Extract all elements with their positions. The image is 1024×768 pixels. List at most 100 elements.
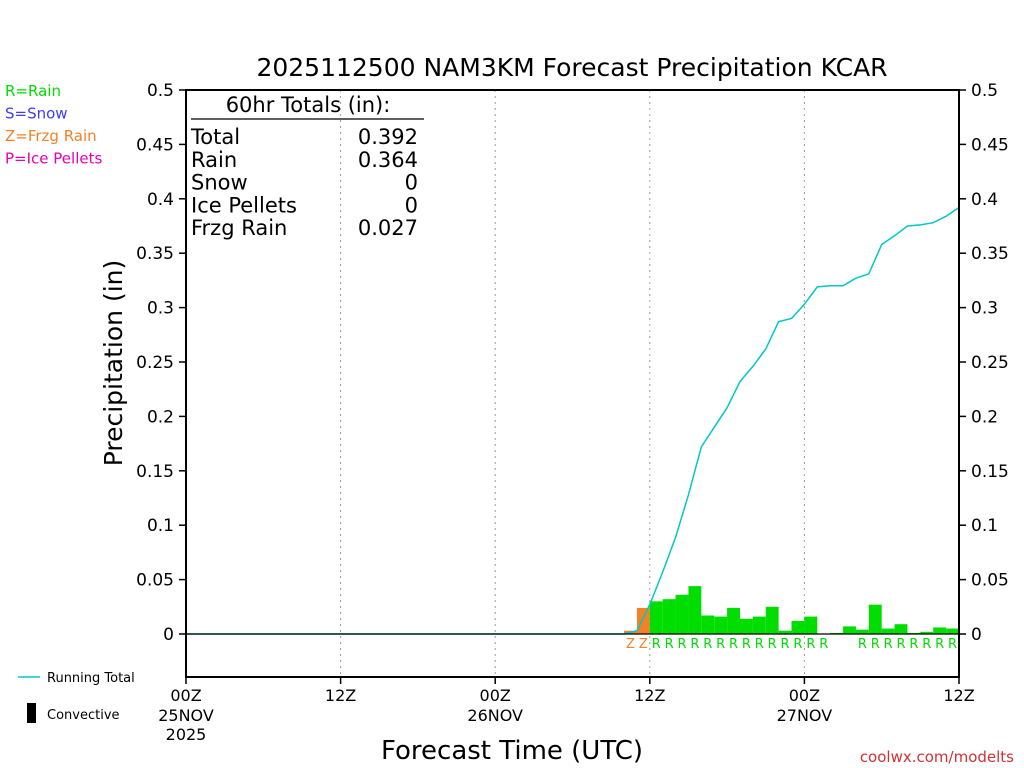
totals-value: 0.364 [358,148,418,172]
plot-frame [185,89,960,678]
x-tick-label-date: 26NOV [467,706,523,725]
type-label-hour-56: R [897,637,906,652]
precip-bar-hour-55 [881,628,895,634]
precip-bar-hour-39 [675,594,689,634]
y-tick-label-right: 0.4 [971,190,998,210]
totals-value: 0 [405,193,418,217]
precip-bar-hour-54 [868,604,882,634]
precip-bar-hour-37 [649,601,663,634]
type-label-hour-48: R [793,637,802,652]
totals-label: Snow [191,171,248,195]
precip-bar-hour-45 [752,616,766,634]
y-tick-label-left: 0.5 [147,81,174,101]
y-axis-ticks: 0 00.05 0.050.1 0.10.15 0.150.2 0.20.25 0.250.… [136,81,1009,645]
type-label-hour-58: R [922,637,931,652]
y-tick-label-left: 0.3 [147,299,174,319]
precip-bar-hour-47 [778,630,792,634]
x-tick-label-time: 12Z [634,686,665,705]
totals-value: 0 [405,171,418,195]
type-label-hour-60: R [948,637,957,652]
y-tick-label-left: 0.1 [147,516,174,536]
type-label-hour-39: R [677,637,686,652]
x-axis-label: Forecast Time (UTC) [381,736,643,766]
y-tick-label-right: 0.2 [971,407,998,427]
y-tick-label-left: 0.4 [147,190,174,210]
totals-label: Rain [191,148,237,172]
type-label-hour-37: R [652,637,661,652]
y-tick-label-right: 0 [971,625,982,645]
type-legend-r: R=Rain [5,82,61,100]
type-label-hour-38: R [665,637,674,652]
x-tick-label-time: 00Z [789,686,820,705]
type-legend-s: S=Snow [5,105,68,123]
precip-bar-hour-40 [688,586,702,634]
type-label-hour-36: Z [639,637,648,652]
y-tick-label-left: 0.35 [136,244,174,264]
precipitation-bars [624,586,959,634]
type-label-hour-46: R [768,637,777,652]
y-tick-label-left: 0.25 [136,353,174,373]
y-tick-label-right: 0.1 [971,516,998,536]
precip-bar-hour-48 [791,620,805,634]
type-label-hour-42: R [716,637,725,652]
precip-bar-hour-42 [714,616,728,634]
type-label-hour-54: R [871,637,880,652]
convective-legend-swatch [27,703,36,723]
precip-type-legend: R=Rain S=Snow Z=Frzg Rain P=Ice Pellets [5,82,102,168]
y-axis-label: Precipitation (in) [99,260,128,467]
running-total-layer [186,206,960,635]
totals-header: 60hr Totals (in): [226,93,391,117]
type-label-hour-59: R [935,637,944,652]
totals-label: Total [190,125,240,149]
y-tick-label-left: 0.2 [147,407,174,427]
type-legend-z: Z=Frzg Rain [5,127,97,145]
precip-bar-hour-56 [894,624,908,634]
type-label-hour-57: R [909,637,918,652]
x-tick-label-date: 27NOV [777,706,833,725]
running-total-line [186,206,960,635]
type-label-hour-50: R [819,637,828,652]
precip-bar-hour-44 [739,618,753,634]
type-label-hour-49: R [806,637,815,652]
type-label-hour-35: Z [626,637,635,652]
precip-bar-hour-43 [727,607,740,634]
precip-bar-hour-53 [855,629,869,634]
type-label-hour-40: R [690,637,699,652]
type-label-hour-53: R [858,637,867,652]
convective-legend-label: Convective [47,708,120,723]
type-label-hour-41: R [703,637,712,652]
x-tick-label-time: 12Z [943,686,974,705]
running-total-legend-label: Running Total [47,671,135,686]
precip-bar-hour-58 [920,631,934,634]
totals-label: Ice Pellets [191,193,297,217]
type-label-hour-44: R [742,637,751,652]
y-tick-label-right: 0.3 [971,299,998,319]
y-tick-label-right: 0.35 [971,244,1009,264]
x-tick-label-date: 25NOV [158,706,214,725]
y-tick-label-left: 0.45 [136,135,174,155]
type-label-hour-45: R [755,637,764,652]
type-label-hour-47: R [781,637,790,652]
y-tick-label-right: 0.45 [971,135,1009,155]
precip-bar-hour-36 [636,607,650,634]
type-label-hour-55: R [884,637,893,652]
precip-bar-hour-38 [662,599,676,634]
type-label-hour-43: R [729,637,738,652]
y-tick-label-right: 0.15 [971,462,1009,482]
x-tick-label-time: 00Z [480,686,511,705]
y-tick-label-right: 0.5 [971,81,998,101]
precip-bar-hour-52 [843,626,856,634]
precip-bar-hour-49 [804,616,818,634]
totals-rows: Total 0.392 Rain 0.364 Snow 0 Ice Pellets 0 Frzg… [190,125,418,240]
precip-bar-hour-59 [933,627,947,634]
precip-bar-hour-41 [701,615,715,634]
x-tick-label-time: 00Z [170,686,201,705]
y-tick-label-left: 0 [163,625,174,645]
totals-value: 0.027 [358,216,418,240]
x-tick-label-year: 2025 [166,725,207,744]
y-tick-label-right: 0.25 [971,353,1009,373]
